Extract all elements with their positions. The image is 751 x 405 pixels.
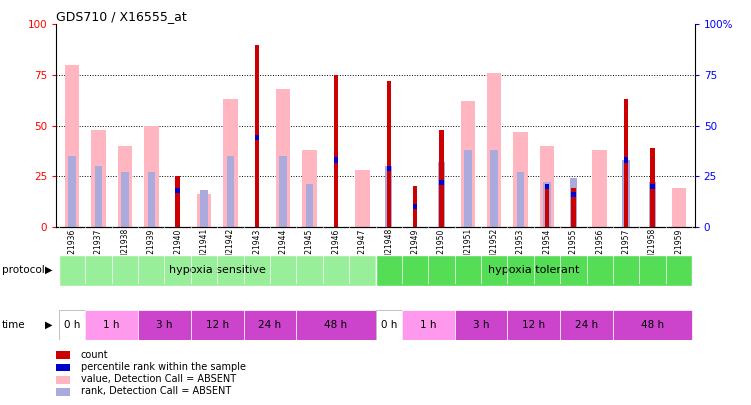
Bar (176, 188, 179, 193)
Bar (544, 184, 549, 189)
Bar (508, 310, 560, 340)
Bar (517, 172, 524, 227)
Bar (438, 162, 445, 227)
Text: 24 h: 24 h (258, 320, 282, 330)
Bar (279, 156, 287, 227)
Text: value, Detection Call = ABSENT: value, Detection Call = ABSENT (80, 374, 236, 384)
Text: time: time (2, 320, 25, 330)
Bar (402, 310, 454, 340)
Bar (333, 75, 338, 227)
Bar (65, 65, 80, 227)
Bar (56, 388, 71, 396)
Bar (376, 255, 692, 286)
Bar (544, 186, 549, 227)
Bar (255, 45, 259, 227)
Text: 48 h: 48 h (324, 320, 348, 330)
Bar (439, 180, 444, 185)
Bar (297, 310, 376, 340)
Bar (68, 156, 76, 227)
Bar (593, 150, 607, 227)
Text: 3 h: 3 h (156, 320, 173, 330)
Text: ▶: ▶ (45, 265, 53, 275)
Text: 24 h: 24 h (575, 320, 598, 330)
Bar (572, 192, 575, 197)
Bar (255, 135, 259, 140)
Bar (613, 310, 692, 340)
Bar (191, 310, 243, 340)
Bar (387, 166, 391, 171)
Bar (144, 126, 158, 227)
Text: rank, Detection Call = ABSENT: rank, Detection Call = ABSENT (80, 386, 231, 396)
Bar (464, 150, 472, 227)
Text: ▶: ▶ (45, 320, 53, 330)
Text: 3 h: 3 h (473, 320, 489, 330)
Bar (569, 178, 577, 227)
Text: 0 h: 0 h (64, 320, 80, 330)
Bar (355, 170, 369, 227)
Bar (56, 352, 71, 359)
Bar (487, 73, 502, 227)
Bar (413, 186, 418, 227)
Bar (306, 184, 313, 227)
Bar (385, 166, 393, 227)
Bar (560, 310, 613, 340)
Text: GDS710 / X16555_at: GDS710 / X16555_at (56, 10, 187, 23)
Bar (490, 150, 498, 227)
Bar (624, 99, 629, 227)
Bar (333, 158, 338, 162)
Bar (303, 150, 317, 227)
Bar (439, 130, 444, 227)
Bar (95, 166, 102, 227)
Text: 12 h: 12 h (522, 320, 545, 330)
Bar (671, 188, 686, 227)
Bar (243, 310, 297, 340)
Text: protocol: protocol (2, 265, 44, 275)
Bar (86, 310, 138, 340)
Bar (227, 156, 234, 227)
Bar (201, 190, 208, 227)
Bar (147, 172, 155, 227)
Bar (514, 132, 528, 227)
Text: 12 h: 12 h (206, 320, 229, 330)
Text: hypoxia tolerant: hypoxia tolerant (488, 265, 580, 275)
Text: count: count (80, 350, 108, 360)
Bar (413, 204, 418, 209)
Bar (176, 176, 179, 227)
Bar (56, 376, 71, 384)
Bar (197, 194, 211, 227)
Bar (138, 310, 191, 340)
Bar (460, 101, 475, 227)
Bar (624, 158, 629, 162)
Text: 1 h: 1 h (104, 320, 120, 330)
Bar (59, 255, 376, 286)
Text: 48 h: 48 h (641, 320, 664, 330)
Bar (121, 172, 128, 227)
Text: 1 h: 1 h (420, 320, 436, 330)
Bar (623, 160, 630, 227)
Bar (223, 99, 237, 227)
Bar (650, 148, 655, 227)
Bar (56, 364, 71, 371)
Bar (454, 310, 508, 340)
Bar (118, 146, 132, 227)
Bar (649, 182, 656, 227)
Bar (276, 89, 291, 227)
Bar (92, 130, 106, 227)
Bar (543, 182, 550, 227)
Bar (387, 81, 391, 227)
Text: hypoxia sensitive: hypoxia sensitive (169, 265, 266, 275)
Text: 0 h: 0 h (381, 320, 397, 330)
Bar (650, 184, 655, 189)
Bar (59, 310, 86, 340)
Text: percentile rank within the sample: percentile rank within the sample (80, 362, 246, 372)
Bar (572, 188, 575, 227)
Bar (376, 310, 402, 340)
Bar (540, 146, 554, 227)
